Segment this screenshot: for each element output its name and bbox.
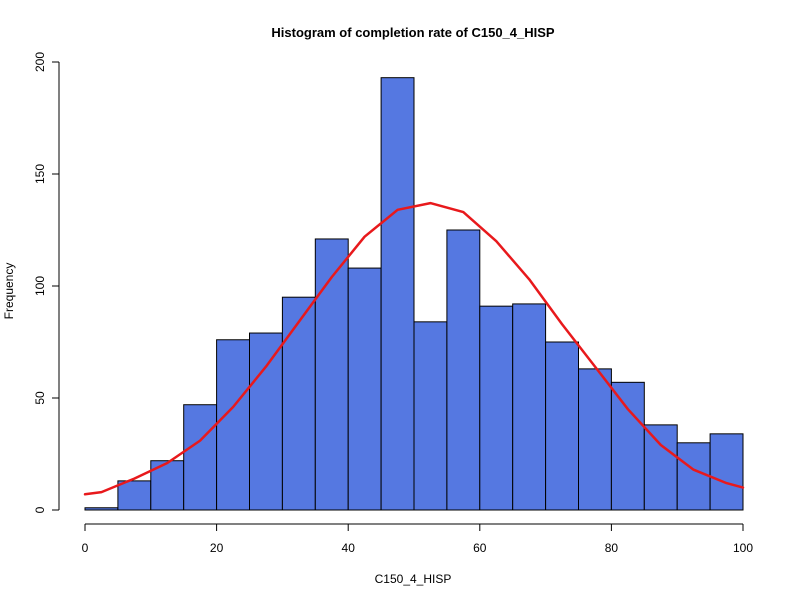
histogram-bar xyxy=(282,297,315,510)
histogram-bar xyxy=(381,78,414,510)
x-axis-label: C150_4_HISP xyxy=(375,572,452,586)
x-tick-label: 80 xyxy=(605,541,619,555)
chart-title: Histogram of completion rate of C150_4_H… xyxy=(271,25,555,40)
x-tick-label: 0 xyxy=(82,541,89,555)
x-axis: 0 20 40 60 80 100 xyxy=(82,524,754,555)
histogram-bars xyxy=(85,78,743,510)
y-tick-label: 100 xyxy=(33,276,47,296)
y-tick-label: 50 xyxy=(33,391,47,405)
histogram-bar xyxy=(184,405,217,510)
histogram-bar xyxy=(579,369,612,510)
x-tick-label: 40 xyxy=(342,541,356,555)
y-axis: 0 50 100 150 200 xyxy=(33,52,59,514)
histogram-bar xyxy=(447,230,480,510)
histogram-bar xyxy=(677,443,710,510)
y-tick-label: 200 xyxy=(33,52,47,72)
histogram-bar xyxy=(250,333,283,510)
histogram-bar xyxy=(118,481,151,510)
y-tick-label: 150 xyxy=(33,164,47,184)
histogram-bar xyxy=(644,425,677,510)
histogram-bar xyxy=(710,434,743,510)
histogram-bar xyxy=(315,239,348,510)
histogram-bar xyxy=(348,268,381,510)
x-tick-label: 60 xyxy=(473,541,487,555)
histogram-bar xyxy=(480,306,513,510)
histogram-bar xyxy=(217,340,250,510)
histogram-bar xyxy=(611,382,644,510)
histogram-bar xyxy=(85,508,118,510)
y-axis-label: Frequency xyxy=(2,263,16,320)
histogram-bar xyxy=(546,342,579,510)
histogram-bar xyxy=(513,304,546,510)
x-tick-label: 20 xyxy=(210,541,224,555)
y-tick-label: 0 xyxy=(33,506,47,513)
x-tick-label: 100 xyxy=(733,541,753,555)
histogram-bar xyxy=(414,322,447,510)
